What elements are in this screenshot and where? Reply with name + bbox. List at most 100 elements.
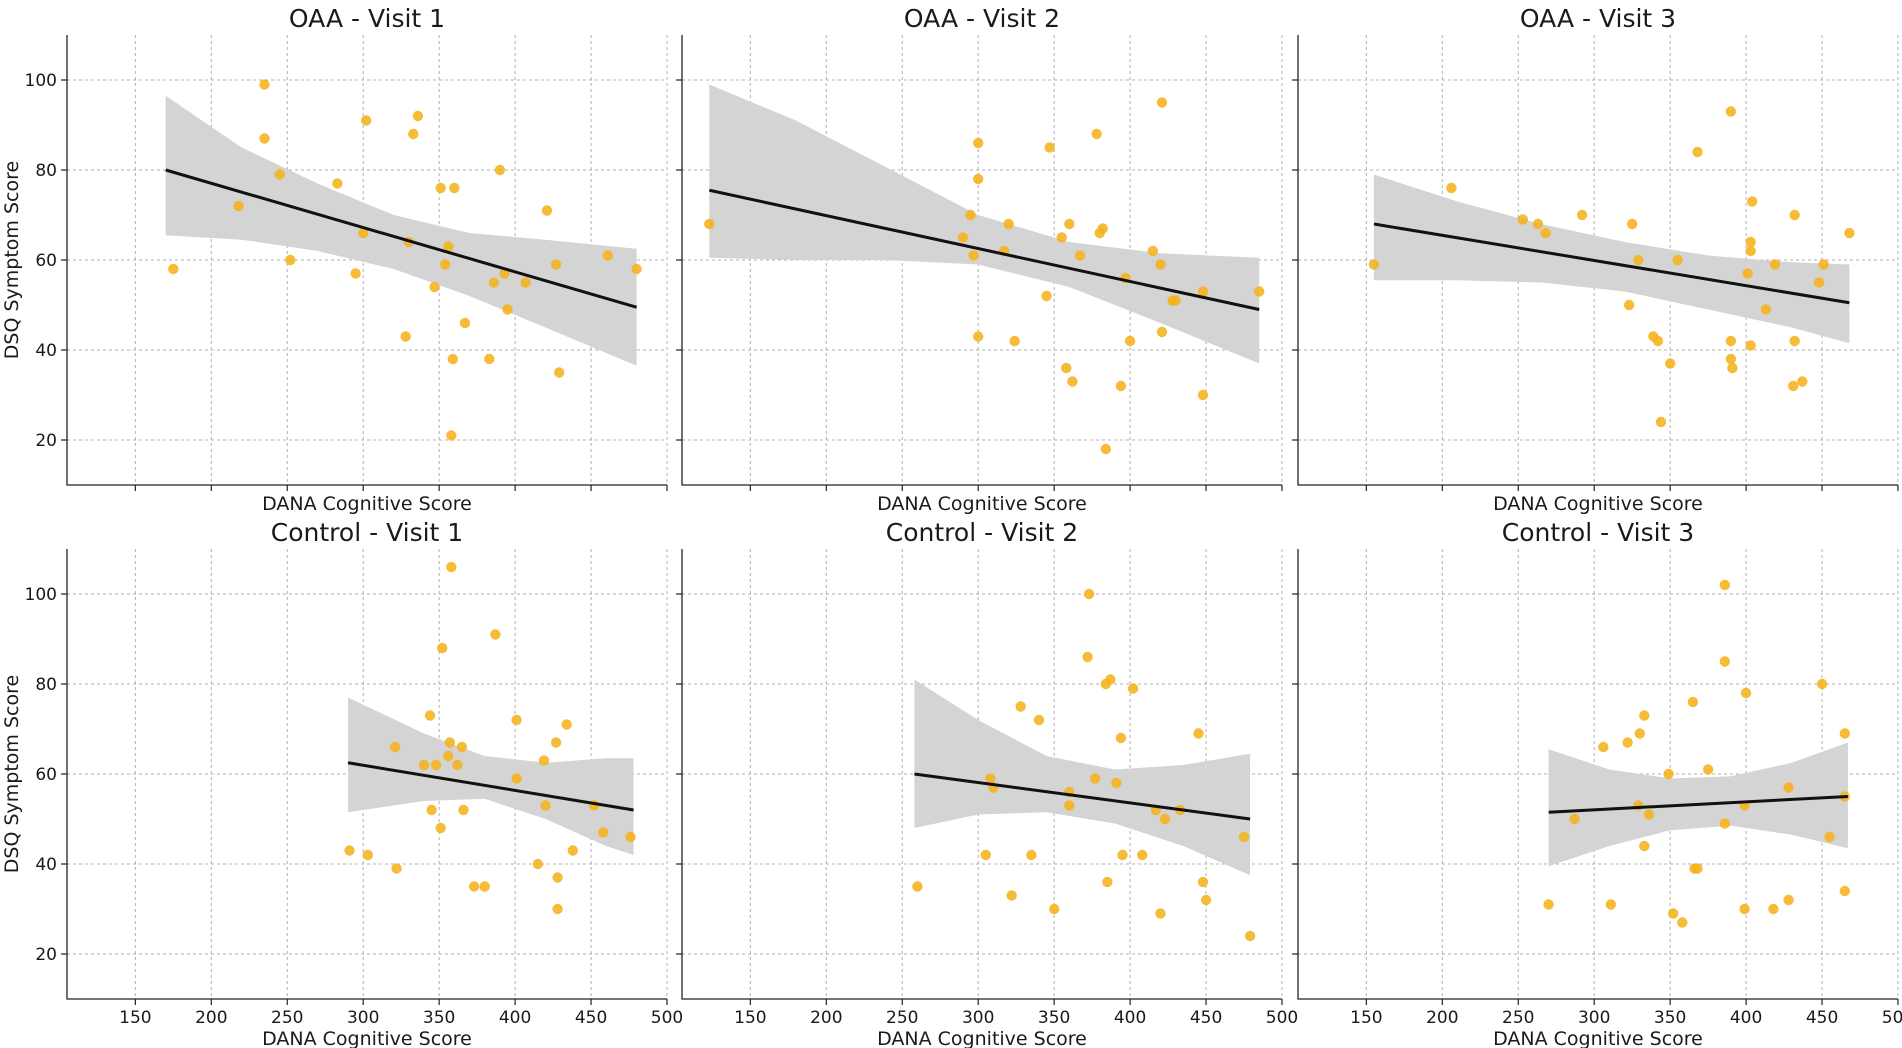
data-point: [1100, 443, 1112, 455]
data-point: [502, 304, 513, 315]
data-point: [1725, 353, 1737, 365]
subplot-2: OAA - Visit 2 DANA Cognitive Score: [676, 4, 1283, 515]
data-point: [362, 849, 373, 861]
data-point: [1003, 218, 1014, 230]
data-point: [1692, 863, 1703, 874]
data-point: [1200, 894, 1212, 906]
data-point: [1623, 299, 1635, 311]
data-point: [520, 277, 531, 288]
y-tick-label: 20: [35, 431, 57, 451]
subplot-5: 150 200 250 300 350 400 450 500 Control - Visit …: [676, 518, 1298, 1048]
data-point: [1156, 97, 1168, 108]
data-point: [1197, 876, 1209, 888]
x-tick-label: 400: [1730, 1008, 1762, 1028]
subplot-6: 150 200 250 300 350 400 450 500 Control - Visit …: [1292, 518, 1902, 1048]
data-point: [285, 254, 296, 266]
data-point: [1719, 656, 1731, 667]
data-point: [1788, 380, 1799, 392]
x-tick-label: 450: [575, 1008, 607, 1028]
data-point: [361, 115, 372, 126]
data-point: [430, 759, 442, 771]
data-point: [1044, 142, 1055, 153]
data-point: [490, 629, 501, 640]
data-point: [1652, 335, 1664, 347]
data-point: [1026, 849, 1037, 861]
data-point: [1368, 259, 1380, 270]
data-point: [511, 714, 522, 726]
data-point: [1127, 683, 1139, 694]
data-point: [957, 232, 969, 243]
data-point: [552, 903, 563, 915]
x-tick-label: 250: [1502, 1008, 1534, 1028]
data-point: [1634, 728, 1646, 739]
data-point: [1064, 218, 1075, 230]
data-point: [1097, 223, 1109, 234]
data-point: [408, 128, 419, 140]
data-point: [452, 759, 463, 771]
data-point: [1844, 227, 1855, 239]
y-tick-label: 20: [35, 945, 57, 965]
y-tick-label: 40: [35, 855, 57, 875]
data-point: [459, 317, 471, 329]
data-point: [1083, 588, 1095, 600]
data-point: [1067, 376, 1078, 387]
data-point: [985, 773, 996, 784]
data-point: [1244, 930, 1256, 942]
data-point: [1687, 696, 1699, 708]
data-point: [1824, 831, 1835, 843]
data-point: [1789, 335, 1800, 347]
data-point: [1006, 890, 1017, 901]
data-point: [1090, 773, 1101, 784]
data-point: [1061, 362, 1072, 374]
data-point: [233, 200, 244, 212]
data-point: [484, 353, 495, 365]
data-point: [444, 737, 455, 748]
data-point: [168, 263, 179, 275]
data-point: [1633, 254, 1644, 266]
data-point: [391, 863, 402, 874]
data-point: [973, 331, 984, 342]
data-point: [1663, 768, 1674, 780]
x-tick-label: 200: [810, 1008, 842, 1028]
data-point: [1719, 579, 1731, 591]
data-point: [1576, 209, 1588, 221]
data-point: [1639, 710, 1650, 721]
data-point: [418, 759, 430, 771]
x-tick-label: 500: [651, 1008, 683, 1028]
data-point: [1155, 908, 1166, 919]
data-point: [458, 804, 469, 816]
data-point: [274, 169, 285, 180]
data-point: [1598, 741, 1609, 753]
data-point: [1818, 259, 1829, 270]
y-tick-label: 60: [35, 251, 57, 271]
chart-title: OAA - Visit 2: [904, 4, 1060, 33]
x-tick-label: 350: [423, 1008, 455, 1028]
data-point: [968, 250, 979, 261]
data-point: [332, 178, 343, 189]
data-point: [1041, 290, 1052, 302]
x-tick-label: 450: [1806, 1008, 1838, 1028]
data-point: [1082, 651, 1093, 663]
x-tick-label: 350: [1654, 1008, 1686, 1028]
data-point: [1769, 259, 1781, 270]
data-point: [1725, 335, 1737, 347]
data-point: [1760, 304, 1772, 315]
data-point: [1702, 764, 1714, 775]
data-point: [1643, 809, 1655, 820]
data-point: [567, 845, 578, 856]
data-point: [259, 79, 270, 90]
regression-line: [347, 761, 634, 812]
chart-title: OAA - Visit 3: [1520, 4, 1676, 33]
data-point: [1789, 209, 1800, 221]
regression-line: [1548, 795, 1848, 814]
data-point: [540, 800, 551, 811]
data-point: [1605, 899, 1617, 910]
data-point: [429, 281, 440, 293]
data-point: [389, 741, 401, 753]
data-point: [550, 737, 562, 748]
data-point: [1033, 714, 1045, 726]
data-point: [358, 227, 369, 239]
data-point: [350, 268, 361, 279]
data-point: [965, 209, 976, 221]
